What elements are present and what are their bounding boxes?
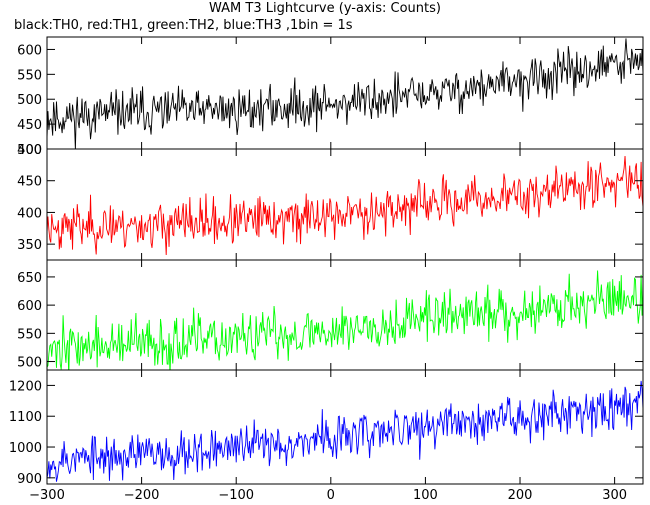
y-tick-label: 500	[17, 143, 42, 158]
chart-subtitle: black:TH0, red:TH1, green:TH2, blue:TH3 …	[14, 18, 353, 33]
x-tick-label: −100	[218, 488, 254, 503]
y-tick-label: 350	[17, 238, 42, 253]
series-line-1	[47, 156, 643, 255]
y-tick-label: 550	[17, 68, 42, 83]
y-tick-label: 400	[17, 206, 42, 221]
x-tick-label: 100	[413, 488, 438, 503]
y-tick-label: 400	[17, 143, 42, 158]
panel-frame-3	[46, 369, 644, 485]
y-tick-label: 600	[17, 299, 42, 314]
y-tick-label: 1000	[9, 441, 42, 456]
panel-frame-0	[46, 36, 644, 150]
x-tick-label: −200	[124, 488, 160, 503]
x-tick-label: 200	[508, 488, 533, 503]
panel-frame-1	[46, 148, 644, 261]
y-tick-label: 1200	[9, 379, 42, 394]
x-tick-label: 0	[327, 488, 335, 503]
x-tick-label: −300	[29, 488, 65, 503]
chart-title: WAM T3 Lightcurve (y-axis: Counts)	[209, 1, 441, 16]
series-line-3	[47, 380, 643, 482]
series-line-0	[47, 38, 643, 149]
y-tick-label: 900	[17, 472, 42, 487]
y-tick-label: 650	[17, 271, 42, 286]
y-tick-label: 500	[17, 356, 42, 371]
y-tick-label: 1100	[9, 410, 42, 425]
y-tick-label: 500	[17, 93, 42, 108]
x-tick-label: 300	[602, 488, 627, 503]
series-line-2	[47, 270, 643, 370]
y-tick-label: 550	[17, 327, 42, 342]
y-tick-label: 450	[17, 175, 42, 190]
y-tick-label: 450	[17, 118, 42, 133]
y-tick-label: 600	[17, 43, 42, 58]
